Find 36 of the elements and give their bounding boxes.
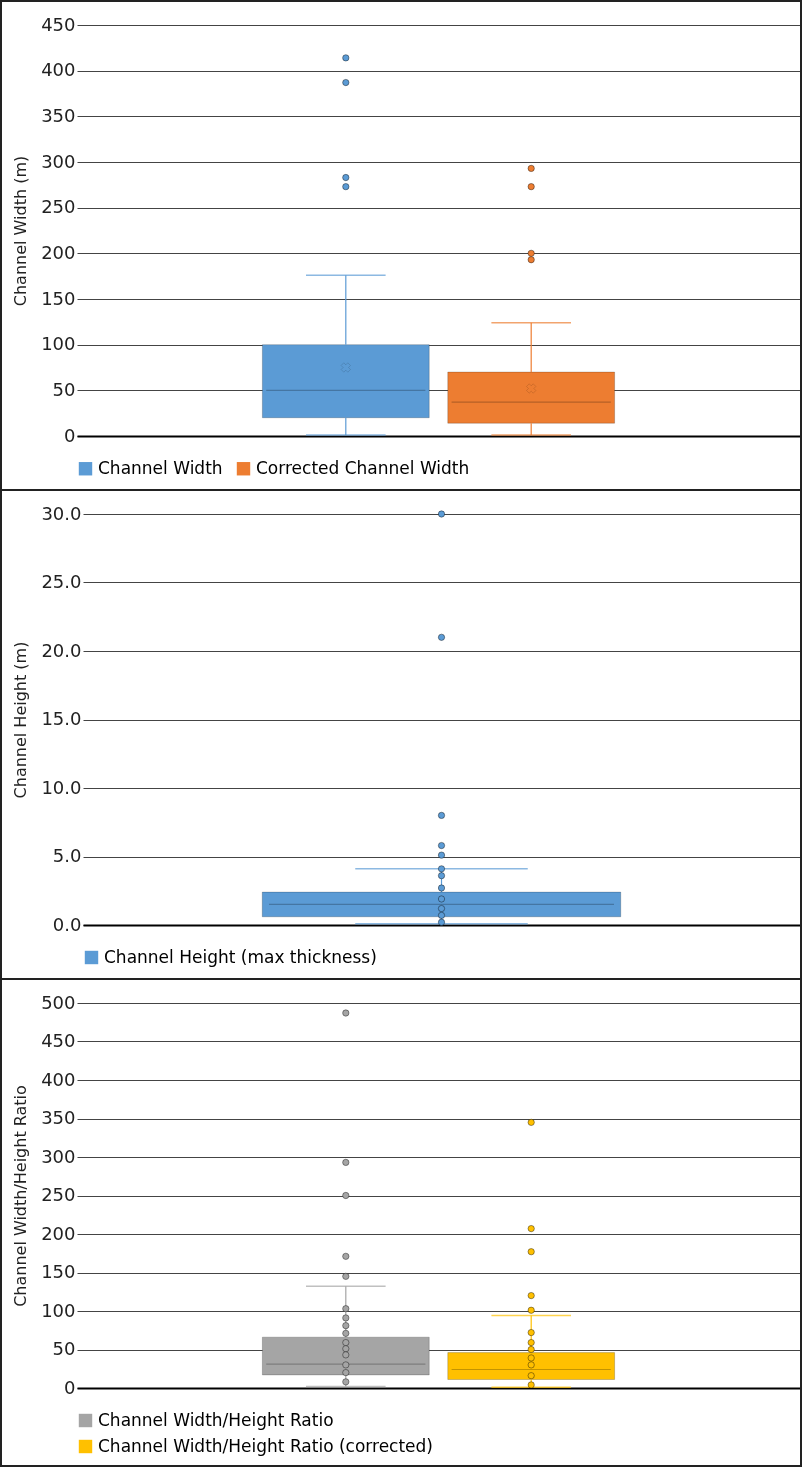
y-tick-label: 500	[41, 991, 76, 1013]
y-tick-label: 15.0	[41, 708, 82, 729]
y-tick-label: 100	[41, 333, 76, 355]
y-tick-label: 300	[41, 150, 76, 172]
y-tick-label: 400	[41, 1068, 76, 1090]
y-tick-label: 250	[41, 1184, 76, 1205]
legend-label: Channel Width/Height Ratio	[98, 1409, 334, 1430]
y-tick-label: 100	[41, 1299, 76, 1321]
y-tick-label: 250	[41, 196, 76, 218]
y-tick-label: 50	[52, 1338, 76, 1359]
y-tick-label: 350	[41, 1107, 76, 1128]
legend-label: Channel Width/Height Ratio (corrected)	[98, 1435, 434, 1456]
legend-label: Corrected Channel Width	[256, 457, 470, 478]
y-tick-label: 5.0	[52, 845, 82, 866]
y-tick-label: 50	[52, 378, 76, 400]
y-tick-label: 0.0	[52, 913, 82, 935]
y-tick-label: 350	[41, 104, 76, 126]
y-tick-label: 25.0	[41, 571, 82, 592]
legend-label: Channel Height (max thickness)	[104, 946, 377, 967]
y-tick-label: 0	[64, 1376, 76, 1398]
y-tick-label: 450	[41, 13, 76, 35]
y-tick-label: 20.0	[41, 639, 82, 661]
y-tick-label: 150	[41, 287, 76, 309]
y-tick-label: 300	[41, 1145, 76, 1167]
y-axis-title: Channel Width/Height Ratio	[11, 1085, 31, 1307]
y-tick-label: 10.0	[41, 776, 82, 798]
y-tick-label: 150	[41, 1261, 76, 1282]
y-axis-title: Channel Height (m)	[11, 641, 31, 799]
y-tick-label: 450	[41, 1030, 76, 1051]
y-tick-label: 0	[64, 424, 76, 446]
y-tick-label: 200	[41, 1222, 76, 1244]
y-tick-label: 30.0	[41, 502, 82, 524]
y-tick-label: 200	[41, 241, 76, 263]
legend-label: Channel Width	[98, 457, 223, 478]
y-axis-title: Channel Width (m)	[11, 155, 31, 307]
y-tick-label: 400	[41, 59, 76, 81]
